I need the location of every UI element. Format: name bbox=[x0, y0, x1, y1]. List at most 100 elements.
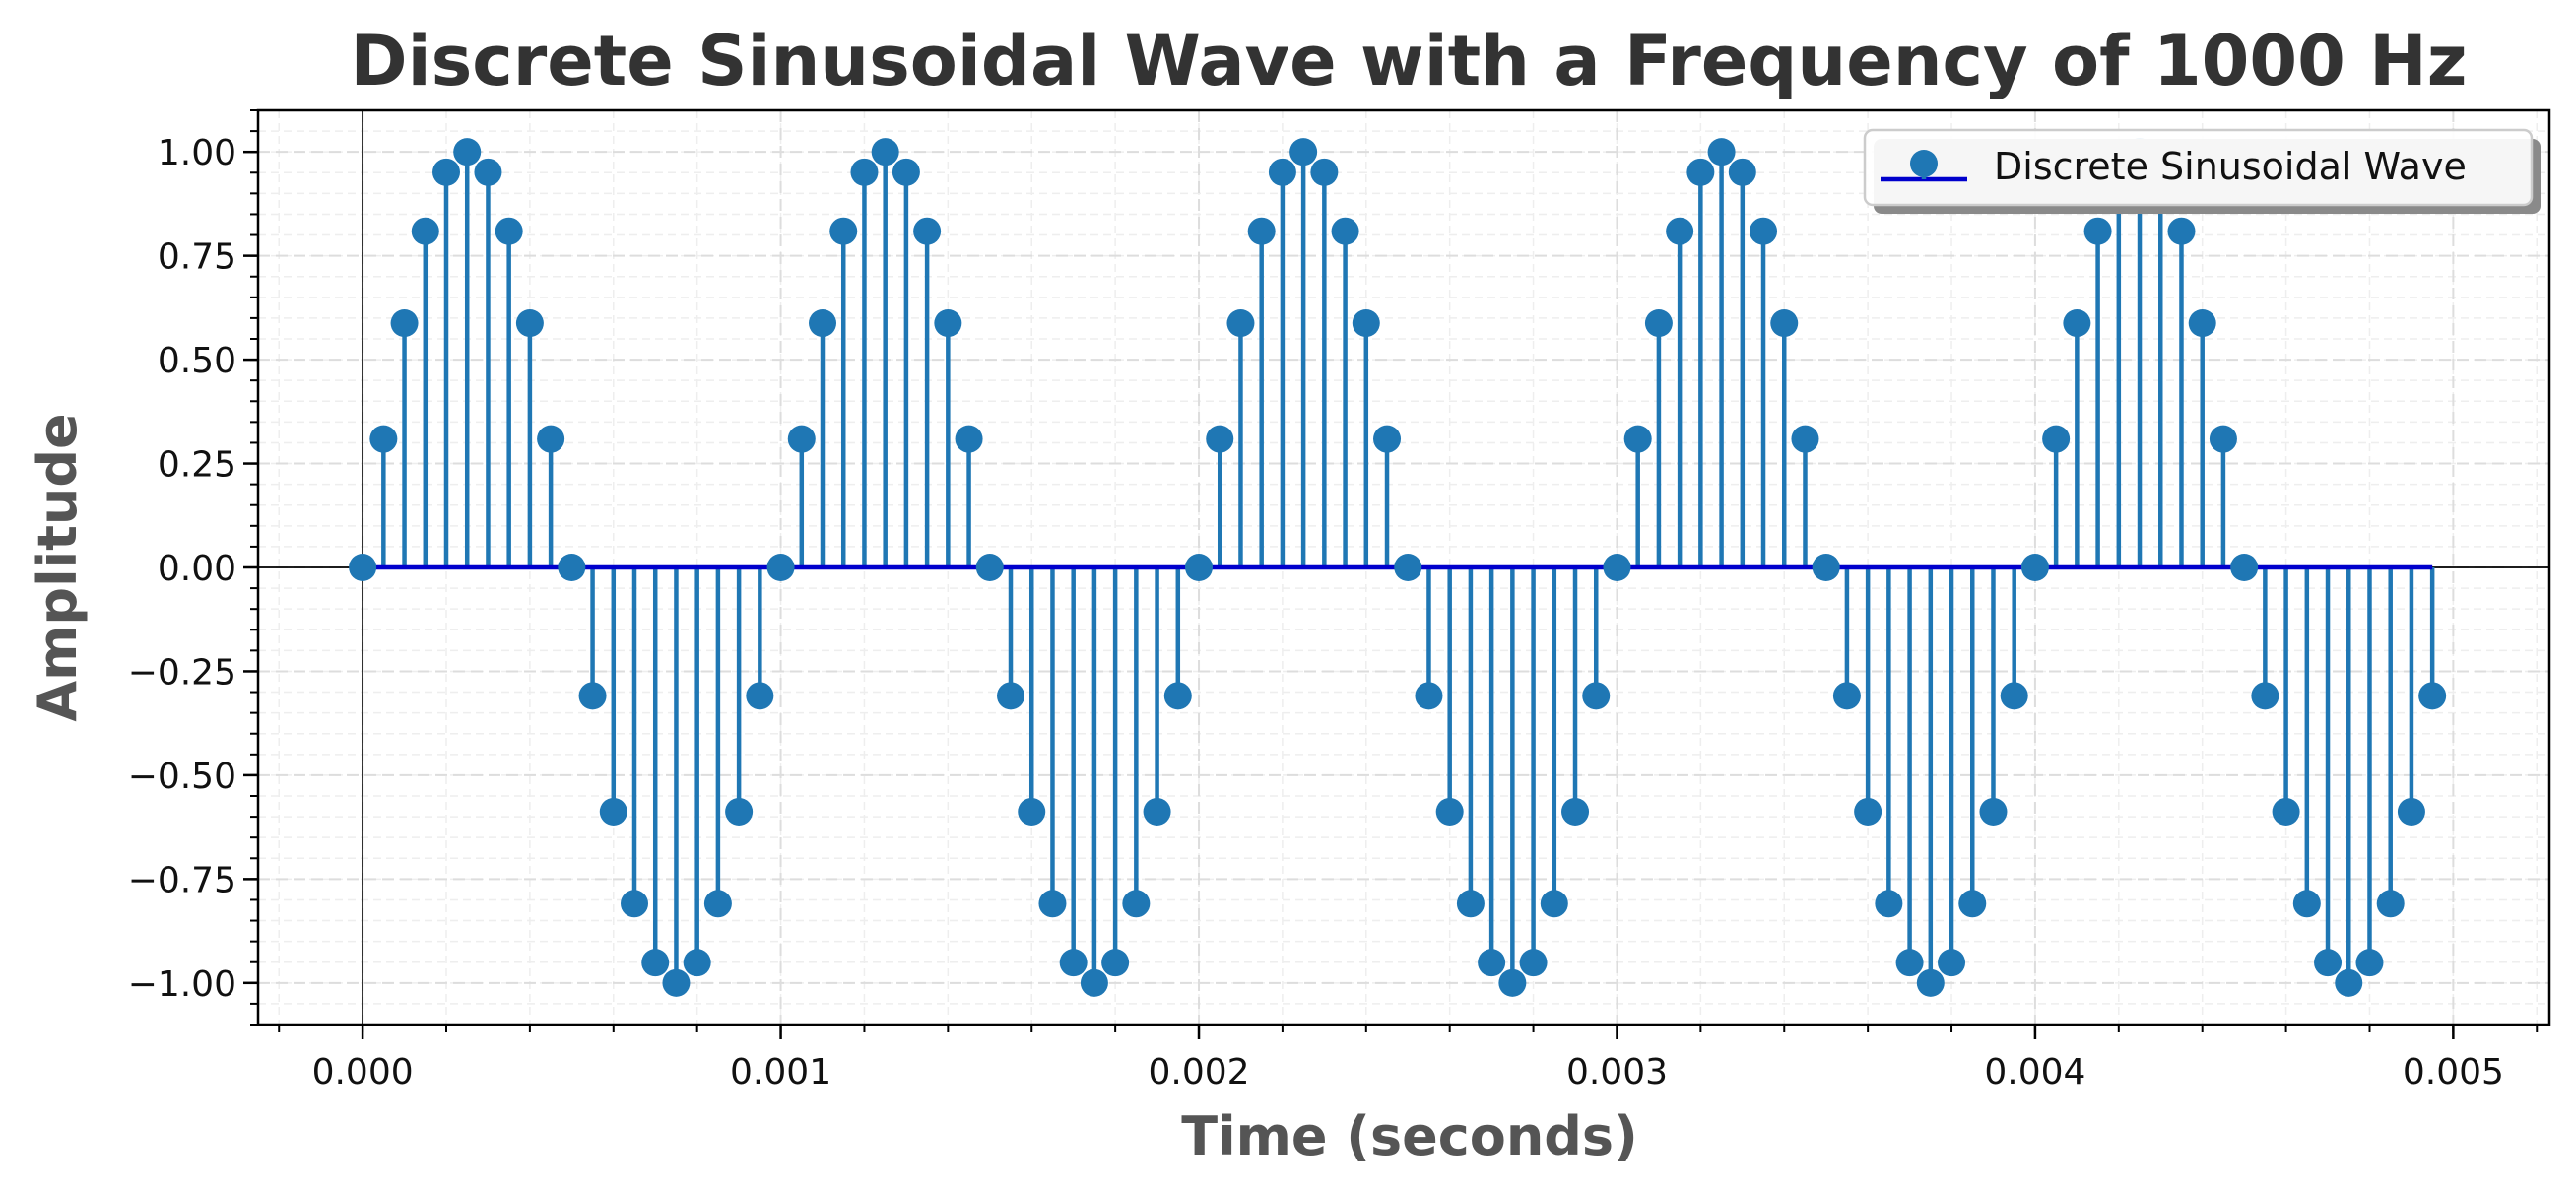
data-point bbox=[2397, 797, 2425, 826]
y-tick-label: −0.25 bbox=[128, 652, 236, 693]
data-point bbox=[1791, 425, 1819, 453]
data-point bbox=[1310, 158, 1339, 186]
data-point bbox=[1268, 158, 1296, 186]
y-tick-label: −0.75 bbox=[128, 860, 236, 900]
y-tick-label: 1.00 bbox=[158, 133, 236, 173]
data-point bbox=[913, 217, 942, 245]
data-point bbox=[1561, 797, 1590, 826]
y-axis-label: Amplitude bbox=[27, 413, 89, 721]
data-point bbox=[2020, 554, 2049, 581]
data-point bbox=[578, 682, 607, 710]
y-tick-label: 0.00 bbox=[158, 549, 236, 589]
data-point bbox=[766, 554, 795, 581]
y-tick-label: −1.00 bbox=[128, 964, 236, 1005]
data-point bbox=[683, 949, 711, 977]
data-point bbox=[2000, 682, 2028, 710]
y-tick-label: 0.25 bbox=[158, 445, 236, 486]
data-point bbox=[1498, 968, 1527, 997]
data-point bbox=[1331, 217, 1359, 245]
data-point bbox=[349, 554, 377, 581]
data-point bbox=[1895, 949, 1924, 977]
data-point bbox=[2418, 682, 2447, 710]
data-point bbox=[1226, 309, 1255, 338]
data-point bbox=[829, 217, 858, 245]
data-point bbox=[975, 554, 1004, 581]
data-point bbox=[892, 158, 920, 186]
data-point bbox=[453, 138, 482, 166]
data-point bbox=[1750, 217, 1778, 245]
data-point bbox=[2042, 425, 2071, 453]
data-point bbox=[1101, 949, 1130, 977]
data-point bbox=[1582, 682, 1611, 710]
data-point bbox=[2355, 949, 2384, 977]
data-point bbox=[2314, 949, 2343, 977]
data-point bbox=[558, 554, 586, 581]
data-point bbox=[495, 217, 523, 245]
data-point bbox=[1623, 425, 1652, 453]
data-point bbox=[1832, 682, 1861, 710]
data-point bbox=[2188, 309, 2216, 338]
data-point bbox=[537, 425, 565, 453]
data-point bbox=[1666, 217, 1694, 245]
ticks bbox=[243, 109, 2539, 1039]
data-point bbox=[1728, 158, 1756, 186]
data-point bbox=[515, 309, 544, 338]
stem-markers bbox=[349, 138, 2447, 997]
data-point bbox=[2272, 797, 2300, 826]
data-point bbox=[2376, 890, 2405, 918]
data-point bbox=[621, 890, 649, 918]
data-point bbox=[1916, 968, 1945, 997]
data-point bbox=[1958, 890, 1987, 918]
data-point bbox=[1644, 309, 1673, 338]
data-point bbox=[2209, 425, 2237, 453]
chart-title: Discrete Sinusoidal Wave with a Frequenc… bbox=[351, 21, 2468, 101]
data-point bbox=[1979, 797, 2008, 826]
y-tick-label: −0.50 bbox=[128, 757, 236, 797]
data-point bbox=[474, 158, 502, 186]
stem-lines bbox=[381, 152, 2435, 983]
data-point bbox=[1059, 949, 1088, 977]
data-point bbox=[955, 425, 983, 453]
data-point bbox=[641, 949, 670, 977]
data-point bbox=[725, 797, 754, 826]
data-point bbox=[1770, 309, 1799, 338]
data-point bbox=[1143, 797, 1171, 826]
data-point bbox=[1185, 554, 1214, 581]
data-point bbox=[2251, 682, 2279, 710]
data-point bbox=[2063, 309, 2091, 338]
data-point bbox=[746, 682, 774, 710]
data-point bbox=[1206, 425, 1234, 453]
data-point bbox=[2335, 968, 2363, 997]
data-point bbox=[1812, 554, 1840, 581]
data-point bbox=[390, 309, 419, 338]
legend: Discrete Sinusoidal Wave bbox=[1863, 128, 2541, 214]
data-point bbox=[997, 682, 1025, 710]
x-tick-label: 0.004 bbox=[1984, 1052, 2085, 1093]
data-point bbox=[411, 217, 439, 245]
x-tick-label: 0.000 bbox=[312, 1052, 414, 1093]
y-tick-label: 0.75 bbox=[158, 237, 236, 278]
x-tick-labels: 0.000 0.001 0.002 0.003 0.004 0.005 bbox=[312, 1052, 2504, 1093]
data-point bbox=[1707, 138, 1736, 166]
data-point bbox=[1038, 890, 1067, 918]
data-point bbox=[1163, 682, 1192, 710]
data-point bbox=[871, 138, 899, 166]
legend-label: Discrete Sinusoidal Wave bbox=[1994, 145, 2467, 188]
y-tick-labels: 1.00 0.75 0.50 0.25 0.00 −0.25 −0.50 −0.75 −1.00 bbox=[128, 133, 236, 1005]
data-point bbox=[787, 425, 816, 453]
data-point bbox=[599, 797, 627, 826]
data-point bbox=[432, 158, 461, 186]
x-tick-label: 0.005 bbox=[2403, 1052, 2504, 1093]
data-point bbox=[1289, 138, 1318, 166]
data-point bbox=[2083, 217, 2112, 245]
data-point bbox=[1854, 797, 1882, 826]
data-point bbox=[1478, 949, 1506, 977]
data-point bbox=[1603, 554, 1631, 581]
data-point bbox=[1352, 309, 1380, 338]
data-point bbox=[1456, 890, 1485, 918]
data-point bbox=[1875, 890, 1903, 918]
data-point bbox=[703, 890, 732, 918]
x-axis-label: Time (seconds) bbox=[1181, 1105, 1638, 1167]
data-point bbox=[1686, 158, 1715, 186]
